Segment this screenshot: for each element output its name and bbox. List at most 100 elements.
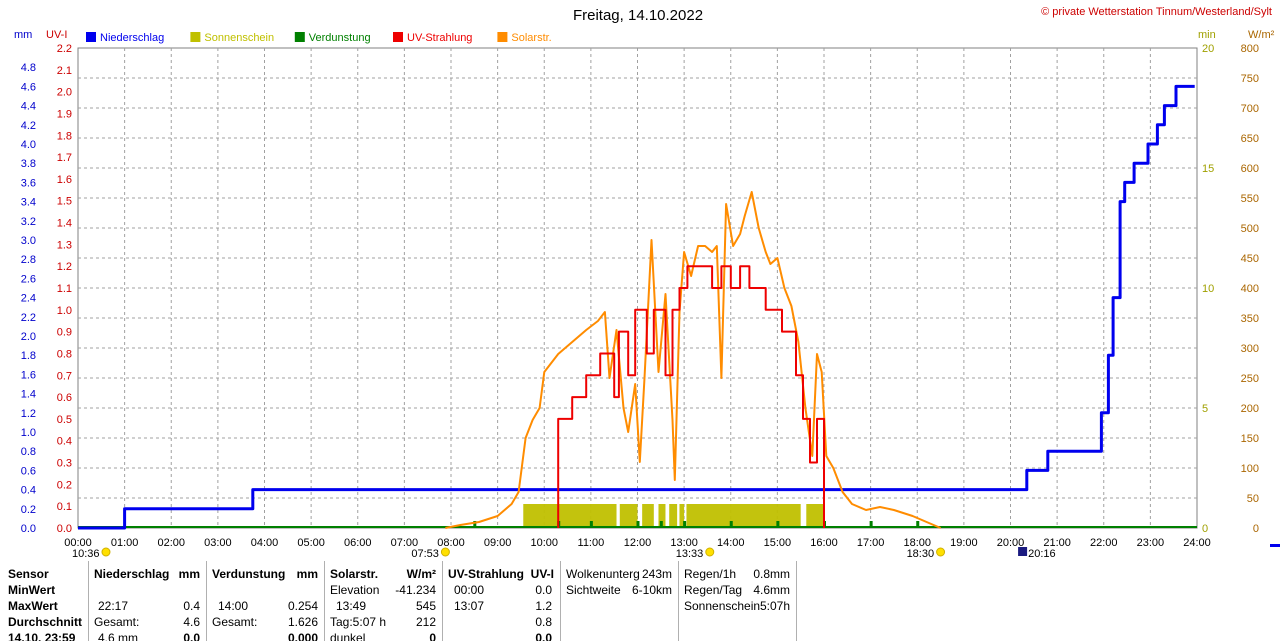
uv-tick-label: 0.6: [57, 392, 72, 404]
stats-header: Niederschlag: [94, 567, 170, 581]
stats-cell: 545: [415, 599, 436, 613]
mm-tick-label: 4.4: [21, 101, 36, 113]
stats-cell: 243m: [641, 567, 672, 581]
wm2-tick-label: 350: [1241, 313, 1259, 325]
mm-tick-label: 3.2: [21, 216, 36, 228]
time-marker-label: 10:36: [72, 548, 100, 560]
x-tick-label: 03:00: [204, 537, 232, 549]
stats-cell: 1.2: [535, 599, 552, 613]
wm2-tick-label: 200: [1241, 403, 1259, 415]
uv-tick-label: 1.5: [57, 196, 72, 208]
mm-tick-label: 2.6: [21, 273, 36, 285]
wm2-tick-label: 400: [1241, 283, 1259, 295]
wm2-axis-unit: W/m²: [1248, 29, 1275, 41]
sun-icon: [705, 547, 715, 557]
x-tick-label: 09:00: [484, 537, 512, 549]
evaporation-mark: [729, 521, 733, 527]
axes: 00:00 01:00 02:00 03:00 04:00 05:00 06:00 07:00…: [21, 43, 1259, 549]
evaporation-mark: [589, 521, 593, 527]
sunshine-bar: [806, 504, 824, 528]
stats-cell: Sichtweite: [566, 583, 621, 597]
time-markers: 10:36 07:53 13:33 18:30 20:16: [72, 547, 1056, 560]
uv-line: [557, 265, 825, 528]
uv-tick-label: 0.1: [57, 501, 72, 513]
stats-cell: Regen/Tag: [684, 583, 743, 597]
x-tick-label: 22:00: [1090, 537, 1118, 549]
mm-tick-label: 2.2: [21, 312, 36, 324]
x-tick-label: 19:00: [950, 537, 978, 549]
min-tick-label: 15: [1202, 163, 1214, 175]
series-layer: [78, 84, 1197, 530]
mm-tick-label: 4.8: [21, 62, 36, 74]
wm2-tick-label: 50: [1247, 493, 1259, 505]
legend-label: Solarstr.: [511, 32, 551, 44]
stats-cell: Sonnenschein: [684, 599, 761, 613]
stats-header: Verdunstung: [212, 567, 286, 581]
stats-verdunstung: Verdunstung mm 14:00 0.254 Gesamt: 1.626…: [212, 561, 318, 641]
legend-swatch: [190, 32, 201, 42]
x-tick-label: 02:00: [157, 537, 185, 549]
mm-tick-label: 2.4: [21, 293, 36, 305]
mm-tick-label: 0.2: [21, 504, 36, 516]
x-tick-label: 20:00: [997, 537, 1025, 549]
stats-cell: dunkel: [330, 631, 366, 641]
scroll-marker: [1270, 544, 1280, 547]
uv-tick-label: 1.7: [57, 152, 72, 164]
stats-cell: 14:00: [218, 599, 249, 613]
sunshine-bar: [642, 504, 654, 528]
mm-tick-label: 0.8: [21, 446, 36, 458]
stats-label: Durchschnitt: [8, 615, 83, 629]
divider: [324, 561, 325, 641]
wm2-tick-label: 450: [1241, 253, 1259, 265]
legend-swatch: [86, 32, 96, 42]
x-tick-label: 14:00: [717, 537, 745, 549]
mm-tick-label: 2.0: [21, 331, 36, 343]
x-tick-label: 06:00: [344, 537, 372, 549]
wm2-tick-label: 250: [1241, 373, 1259, 385]
stats-cell: 13:07: [454, 599, 485, 613]
legend-label: UV-Strahlung: [407, 32, 472, 44]
mm-tick-label: 4.2: [21, 120, 36, 132]
uv-tick-label: 1.4: [57, 218, 72, 230]
stats-label: MinWert: [8, 583, 56, 597]
mm-tick-label: 1.6: [21, 369, 36, 381]
x-tick-label: 05:00: [297, 537, 325, 549]
evaporation-mark: [776, 521, 780, 527]
stats-label: 14.10. 23:59: [8, 631, 76, 641]
stats-regen: Regen/1h 0.8mm Regen/Tag 4.6mm Sonnensch…: [684, 561, 792, 641]
wm2-tick-label: 300: [1241, 343, 1259, 355]
time-marker-label: 07:53: [411, 548, 439, 560]
x-tick-label: 24:00: [1183, 537, 1211, 549]
uv-tick-label: 1.0: [57, 305, 72, 317]
stats-cell: Tag:5:07 h: [330, 615, 387, 629]
mm-tick-label: 0.0: [21, 523, 36, 535]
stats-cell: Wolkenunterg: [566, 567, 640, 581]
uv-tick-label: 1.3: [57, 239, 72, 251]
sun-icon: [936, 547, 946, 557]
wm2-tick-label: 0: [1253, 523, 1259, 535]
uv-axis-unit: UV-I: [46, 29, 67, 41]
chart-title: Freitag, 14.10.2022: [573, 7, 703, 24]
wm2-tick-label: 800: [1241, 43, 1259, 55]
mm-tick-label: 3.6: [21, 177, 36, 189]
stats-niederschlag: Niederschlag mm 22:17 0.4 Gesamt: 4.6 4.…: [94, 561, 202, 641]
stats-cell: Elevation: [330, 583, 380, 597]
uv-tick-label: 1.2: [57, 261, 72, 273]
wm2-tick-label: 150: [1241, 433, 1259, 445]
stats-cell: 4.6 mm: [98, 631, 139, 641]
divider: [442, 561, 443, 641]
stats-wolken: Wolkenunterg 243m Sichtweite 6-10km: [566, 561, 674, 641]
stats-unit: mm: [178, 567, 200, 581]
uv-tick-label: 0.8: [57, 348, 72, 360]
uv-tick-label: 0.0: [57, 523, 72, 535]
stats-cell: 4.6: [183, 615, 200, 629]
stats-cell: 0.254: [287, 599, 318, 613]
mm-tick-label: 1.2: [21, 408, 36, 420]
x-tick-label: 07:00: [391, 537, 419, 549]
divider: [560, 561, 561, 641]
stats-cell: 0.8mm: [753, 567, 790, 581]
stats-cell: Gesamt:: [212, 615, 258, 629]
min-tick-label: 5: [1202, 403, 1208, 415]
stats-cell: 0.4: [183, 599, 200, 613]
